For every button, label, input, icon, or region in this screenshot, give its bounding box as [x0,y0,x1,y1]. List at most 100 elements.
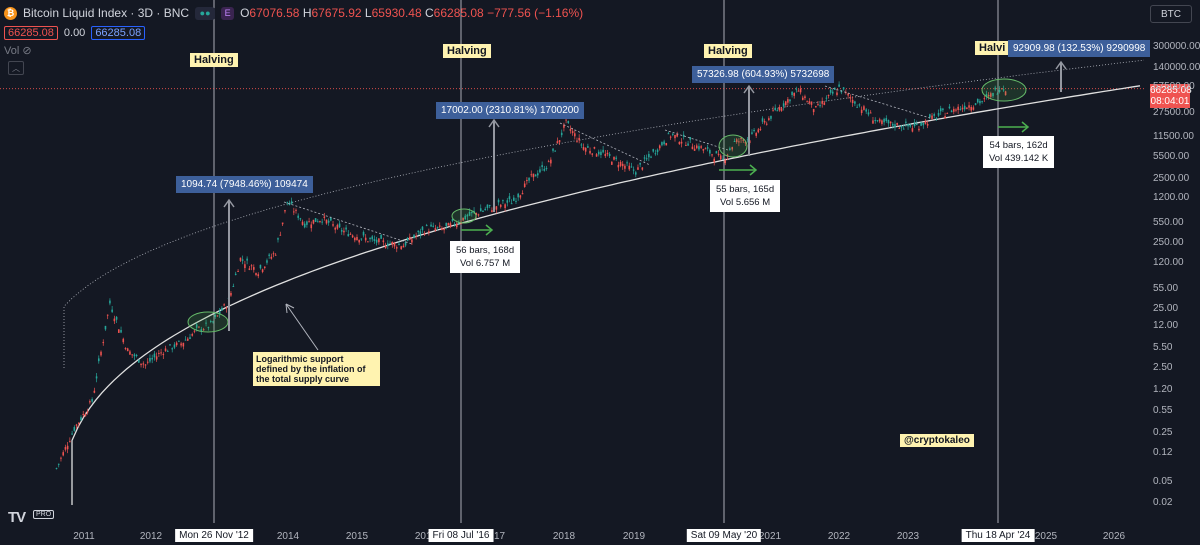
volume-indicator[interactable]: Vol ⊘ [4,44,32,57]
candle-body [306,221,308,225]
candle-body [619,162,622,166]
candle-body [556,141,559,144]
candle-body [709,150,711,154]
candle-body [153,353,156,358]
y-tick-label: 5500.00 [1153,151,1190,162]
candle-body [411,239,413,243]
candle-body [584,147,587,152]
candle-body [829,89,832,93]
candle-body [91,399,93,402]
candle-body [724,159,727,164]
candle-body [976,98,979,103]
candle-body [244,264,246,269]
candle-body [347,234,350,237]
candle-body [214,314,217,317]
candle-body [909,124,912,127]
candle-body [597,151,600,155]
candle-body [637,167,639,170]
candle-body [486,204,489,208]
candle-body [408,236,411,241]
candle-body [768,118,770,120]
tradingview-logo[interactable]: TV [8,509,26,526]
candle-body [345,227,347,230]
candle-body [593,147,596,149]
candle-body [900,126,903,128]
market-status-icon[interactable]: ●● [195,6,216,20]
candle-body [257,274,260,277]
candle-body [155,356,158,360]
candle-body [354,237,356,241]
candle-body [189,337,191,339]
candle-body [963,105,966,110]
candle-body [746,139,749,141]
symbol-title[interactable]: Bitcoin Liquid Index · 3D · BNC [23,6,190,20]
candle-body [983,98,986,100]
candle-body [146,361,149,363]
y-tick-label: 0.12 [1153,447,1173,458]
candle-body [351,235,354,238]
candle-body [497,199,500,203]
candle-body [314,218,317,222]
candle-body [812,109,815,113]
candle-body [645,158,648,160]
candle-body [795,88,798,90]
candle-body [310,224,313,229]
candle-body [565,119,567,121]
candle-body [338,223,341,228]
candle-body [825,97,828,99]
symbol-header[interactable]: ₿ Bitcoin Liquid Index · 3D · BNC ●● E O… [4,6,583,20]
measure-arrowhead [223,198,235,208]
candle-body [406,237,409,241]
candle-body [237,270,239,272]
candle-body [1000,88,1003,90]
range-arrowhead [749,164,758,176]
candle-body [541,165,543,168]
eye-off-icon[interactable]: ⊘ [22,45,32,57]
candle-body [587,146,589,148]
candle-body [400,246,403,250]
candle-body [532,173,535,178]
earnings-badge[interactable]: E [221,6,235,20]
currency-selector[interactable]: BTC [1150,5,1192,23]
collapse-icon[interactable]: ︿ [8,61,24,75]
candle-body [648,153,650,158]
candle-body [191,334,194,336]
x-tick-label: 2019 [622,531,646,542]
candle-body [801,97,804,100]
candle-body [939,108,942,112]
candle-body [60,457,62,459]
candle-body [765,123,768,125]
candle-body [75,424,78,426]
candle-body [221,307,223,311]
candle-body [482,210,484,212]
measure-label-1: 1094.74 (7948.46%) 109474 [176,176,313,193]
candle-body [124,348,127,350]
candle-body [303,223,306,228]
buy-price[interactable]: 66285.08 [91,26,146,40]
candle-body [698,146,700,150]
candle-body [453,223,456,225]
candle-body [851,99,854,104]
candle-body [71,433,73,435]
bars-count: 56 bars, 168d [456,245,515,256]
candle-body [312,219,315,224]
candle-body [398,243,400,245]
candle-body [817,104,819,106]
candle-body [854,101,856,104]
candle-body [93,390,96,393]
candle-body [207,327,210,329]
halving-date-tag: Sat 09 May '20 [686,529,762,542]
candle-body [889,121,892,124]
y-tick-label: 0.25 [1153,427,1173,438]
candle-body [378,238,380,243]
candle-body [950,110,953,113]
candle-body [715,151,718,154]
candle-body [510,203,513,205]
candle-body [281,222,284,225]
candle-body [205,322,207,324]
downtrend-line-3 [664,129,729,151]
candle-body [955,109,957,111]
candle-body [268,254,270,256]
sell-price[interactable]: 66285.08 [4,26,58,40]
